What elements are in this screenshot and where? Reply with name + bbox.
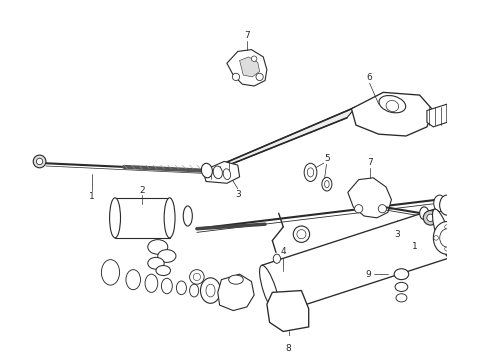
Ellipse shape <box>110 198 121 238</box>
Ellipse shape <box>445 225 449 229</box>
Ellipse shape <box>394 269 409 280</box>
Polygon shape <box>427 104 447 127</box>
Ellipse shape <box>456 236 460 240</box>
Ellipse shape <box>423 211 438 225</box>
Ellipse shape <box>126 270 141 290</box>
Ellipse shape <box>229 275 243 284</box>
Ellipse shape <box>148 240 168 254</box>
Polygon shape <box>267 291 309 332</box>
Ellipse shape <box>232 73 240 81</box>
Ellipse shape <box>464 223 490 267</box>
Ellipse shape <box>293 226 310 242</box>
Polygon shape <box>203 161 240 183</box>
Polygon shape <box>227 50 267 86</box>
Ellipse shape <box>379 95 406 113</box>
Ellipse shape <box>440 229 454 247</box>
Ellipse shape <box>445 247 449 251</box>
Ellipse shape <box>164 198 175 238</box>
Polygon shape <box>351 93 433 136</box>
Ellipse shape <box>176 281 186 294</box>
Ellipse shape <box>449 200 460 214</box>
Polygon shape <box>115 198 170 238</box>
Text: 2: 2 <box>140 186 145 195</box>
Text: 1: 1 <box>412 242 418 251</box>
Polygon shape <box>240 57 260 77</box>
Ellipse shape <box>395 282 408 292</box>
Text: 1: 1 <box>90 192 95 201</box>
Text: 7: 7 <box>244 31 250 40</box>
Ellipse shape <box>322 177 332 191</box>
Ellipse shape <box>427 214 434 221</box>
Ellipse shape <box>419 207 429 220</box>
Ellipse shape <box>213 166 222 179</box>
Ellipse shape <box>307 168 314 177</box>
Ellipse shape <box>206 284 215 297</box>
Ellipse shape <box>433 221 461 254</box>
Ellipse shape <box>304 163 317 181</box>
Ellipse shape <box>183 206 192 226</box>
Text: 8: 8 <box>286 344 292 353</box>
Ellipse shape <box>378 204 387 213</box>
Ellipse shape <box>193 273 200 280</box>
Ellipse shape <box>33 155 46 168</box>
Text: 6: 6 <box>367 73 372 82</box>
Ellipse shape <box>200 278 220 303</box>
Text: 5: 5 <box>324 154 330 163</box>
Ellipse shape <box>190 270 204 284</box>
Text: 3: 3 <box>235 190 241 199</box>
Ellipse shape <box>161 278 172 294</box>
Ellipse shape <box>433 209 452 258</box>
Ellipse shape <box>148 257 164 269</box>
Ellipse shape <box>471 233 490 258</box>
Ellipse shape <box>273 254 280 263</box>
Ellipse shape <box>190 284 198 297</box>
Polygon shape <box>218 274 254 311</box>
Ellipse shape <box>251 56 257 62</box>
Ellipse shape <box>201 163 212 178</box>
Ellipse shape <box>297 230 306 239</box>
Ellipse shape <box>101 260 120 285</box>
Ellipse shape <box>156 266 171 275</box>
Ellipse shape <box>158 249 176 262</box>
Ellipse shape <box>386 100 399 112</box>
Ellipse shape <box>434 195 445 211</box>
Ellipse shape <box>36 158 43 165</box>
Polygon shape <box>262 209 450 314</box>
Ellipse shape <box>440 195 454 215</box>
Ellipse shape <box>396 294 407 302</box>
Ellipse shape <box>434 236 439 240</box>
Polygon shape <box>206 107 356 174</box>
Text: 7: 7 <box>367 158 372 167</box>
Ellipse shape <box>145 274 158 292</box>
Text: 3: 3 <box>394 230 400 239</box>
Ellipse shape <box>324 181 329 188</box>
Ellipse shape <box>355 204 363 213</box>
Text: 4: 4 <box>280 247 286 256</box>
Polygon shape <box>348 178 392 218</box>
Ellipse shape <box>256 73 263 81</box>
Text: 9: 9 <box>365 270 370 279</box>
Ellipse shape <box>223 169 231 180</box>
Ellipse shape <box>260 265 279 314</box>
